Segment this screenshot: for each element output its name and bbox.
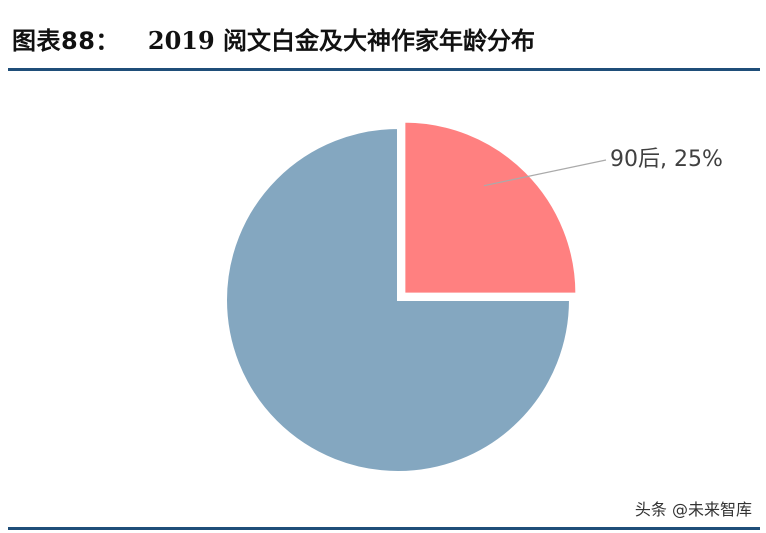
figure-number: 图表88： <box>12 26 120 55</box>
chart-area: 90后, 25% <box>0 72 766 524</box>
pie-chart: 90后, 25% <box>225 120 723 473</box>
chart-title: 2019 阅文白金及大神作家年龄分布 <box>147 25 536 55</box>
pie-slice-highlight <box>403 120 578 295</box>
data-label: 90后, 25% <box>610 147 723 172</box>
watermark: 头条 @未来智库 <box>634 500 752 519</box>
chart-title-bar: 图表88： 2019 阅文白金及大神作家年龄分布 <box>12 18 535 58</box>
bottom-divider <box>8 527 760 530</box>
top-divider <box>8 68 760 71</box>
pie-slice-main <box>225 126 572 473</box>
leader-line <box>483 159 607 187</box>
